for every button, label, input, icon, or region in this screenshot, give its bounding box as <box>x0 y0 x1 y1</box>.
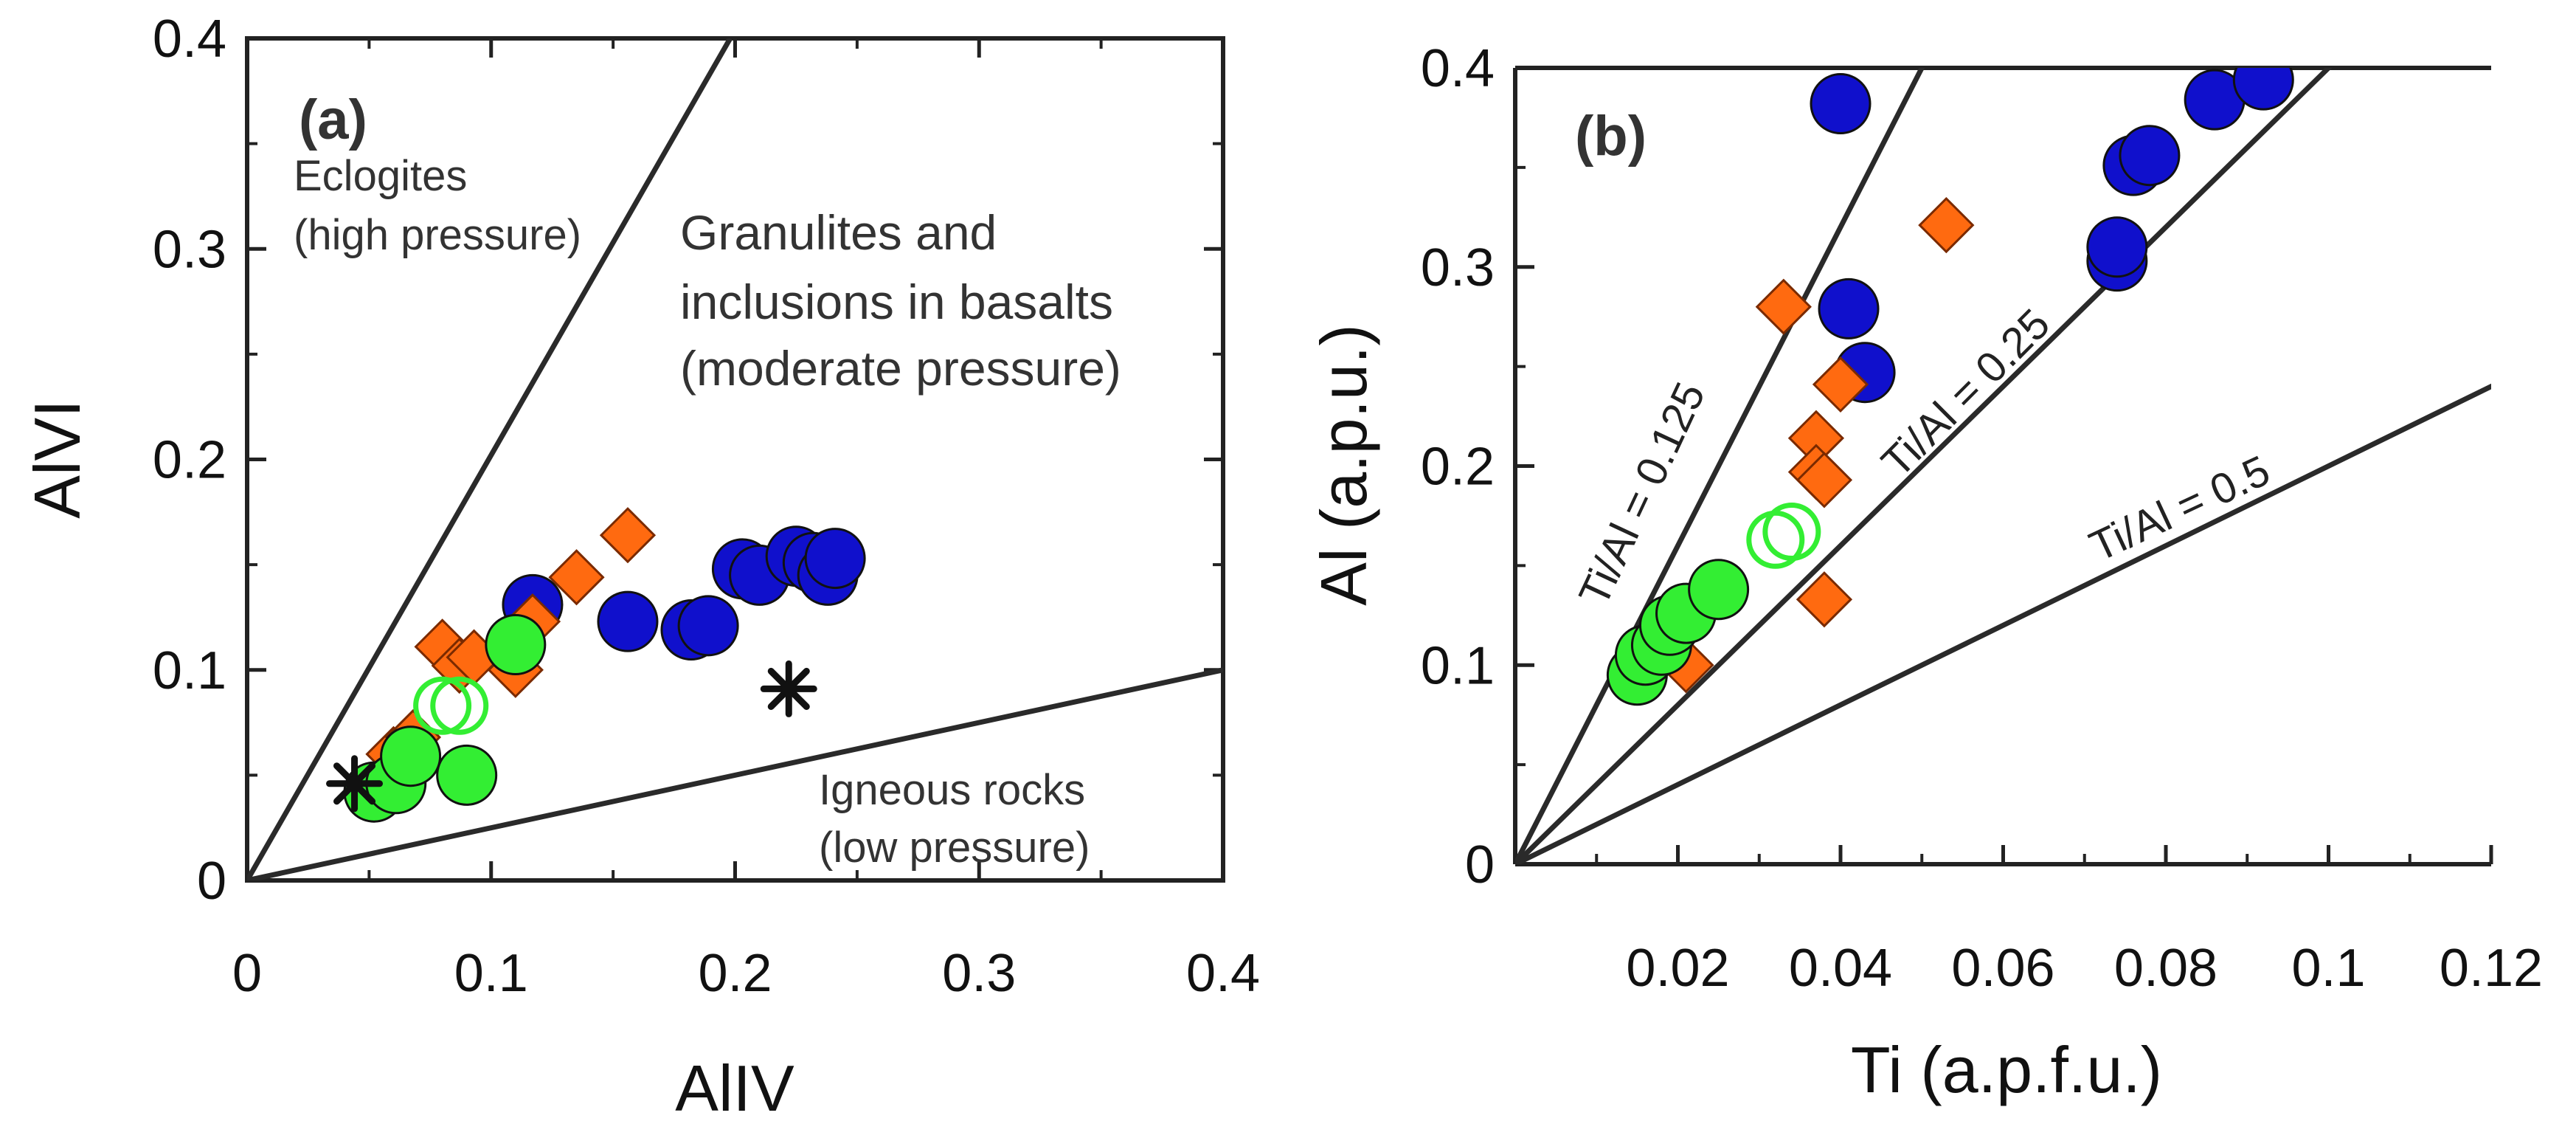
data-point-circle <box>1810 73 1872 135</box>
x-axis-label-b: Ti (a.p.f.u.) <box>1851 1033 2162 1106</box>
data-point-diamond <box>1812 356 1869 413</box>
data-point-open-circle <box>430 676 489 735</box>
data-point-circle <box>677 595 739 657</box>
data-point-diamond <box>1796 452 1853 508</box>
boundary-line <box>247 38 733 880</box>
region-label-granulites: Granulites and inclusions in basalts (mo… <box>680 205 1126 396</box>
x-tick-label: 0.2 <box>698 944 772 1003</box>
data-point-circle <box>1688 559 1750 621</box>
data-point-circle <box>804 528 866 590</box>
y-tick-label: 0.2 <box>153 431 226 490</box>
y-tick-label: 0 <box>197 852 226 911</box>
region-label-igneous: Igneous rocks (low pressure) <box>819 766 1097 872</box>
data-point-circle <box>1818 277 1880 339</box>
y-axis-label-b: Al (a.p.u.) <box>1307 324 1380 605</box>
boundary-lines-a <box>247 38 1223 880</box>
y-tick-label: 0.1 <box>1421 636 1495 695</box>
x-tick-label: 0.06 <box>1951 939 2054 998</box>
data-point-diamond <box>1755 278 1812 335</box>
boundary-line <box>247 667 1223 880</box>
data-point-circle <box>2119 125 2181 187</box>
x-tick-label: 0.3 <box>942 944 1016 1003</box>
data-markers-b <box>1606 68 2294 706</box>
data-point-diamond <box>1918 196 1975 254</box>
data-point-circle <box>436 744 498 806</box>
data-point-star <box>326 755 384 813</box>
data-point-circle <box>597 590 659 652</box>
x-axis-label-a: AlIV <box>675 1052 794 1125</box>
tick-labels-a: 0 0.1 0.2 0.3 0.4 0 0.1 0.2 0.3 0.4 <box>153 10 1260 1003</box>
ratio-line <box>1515 68 1925 864</box>
data-point-open-circle <box>1762 503 1821 562</box>
tick-labels-b: 0 0.1 0.2 0.3 0.4 0.02 0.04 0.06 0.08 0.1 0.12 <box>1421 39 2543 998</box>
y-tick-label: 0.3 <box>1421 238 1495 297</box>
ratio-label-025: Ti/Al = 0.25 <box>1872 300 2059 486</box>
panel-label-b: (b) <box>1575 105 1647 168</box>
ratio-label-05: Ti/Al = 0.5 <box>2082 446 2277 571</box>
data-markers-a <box>326 507 866 823</box>
x-tick-label: 0 <box>232 944 262 1003</box>
panel-label-a: (a) <box>299 89 367 151</box>
y-tick-label: 0.3 <box>153 220 226 279</box>
data-point-diamond <box>548 549 605 606</box>
y-tick-label: 0.2 <box>1421 438 1495 497</box>
x-tick-label: 0.4 <box>1186 944 1260 1003</box>
region-label-eclogites: Eclogites (high pressure) <box>294 152 581 259</box>
x-tick-label: 0.04 <box>1789 939 1892 998</box>
x-tick-label: 0.02 <box>1626 939 1729 998</box>
panel-a: 0 0.1 0.2 0.3 0.4 0 0.1 0.2 0.3 0.4 (a) Eclogites… <box>21 10 1260 1125</box>
data-point-diamond <box>599 507 657 564</box>
x-tick-label: 0.1 <box>454 944 528 1003</box>
data-point-star <box>760 660 817 717</box>
tick-marks-a <box>245 36 1225 883</box>
data-point-open-circle <box>413 676 472 735</box>
ratio-lines-b <box>1515 68 2491 864</box>
ratio-line <box>1515 383 2491 864</box>
x-tick-label: 0.12 <box>2440 939 2543 998</box>
x-tick-label: 0.08 <box>2114 939 2217 998</box>
data-point-diamond <box>1796 571 1853 628</box>
data-point-circle <box>380 725 442 787</box>
x-tick-label: 0.1 <box>2291 939 2365 998</box>
y-tick-label: 0 <box>1465 835 1495 894</box>
y-axis-label-a: AlVI <box>21 399 94 518</box>
ratio-line <box>1515 68 2333 864</box>
y-tick-label: 0.4 <box>1421 39 1495 98</box>
y-tick-label: 0.4 <box>153 10 226 69</box>
y-tick-label: 0.1 <box>153 641 226 700</box>
tick-marks-b <box>1515 66 2493 866</box>
data-point-circle <box>2232 68 2294 111</box>
data-point-circle <box>485 614 547 676</box>
data-point-circle <box>2086 216 2148 278</box>
panel-b: 0 0.1 0.2 0.3 0.4 0.02 0.04 0.06 0.08 0.1 0.12 (b)… <box>1307 39 2543 1106</box>
